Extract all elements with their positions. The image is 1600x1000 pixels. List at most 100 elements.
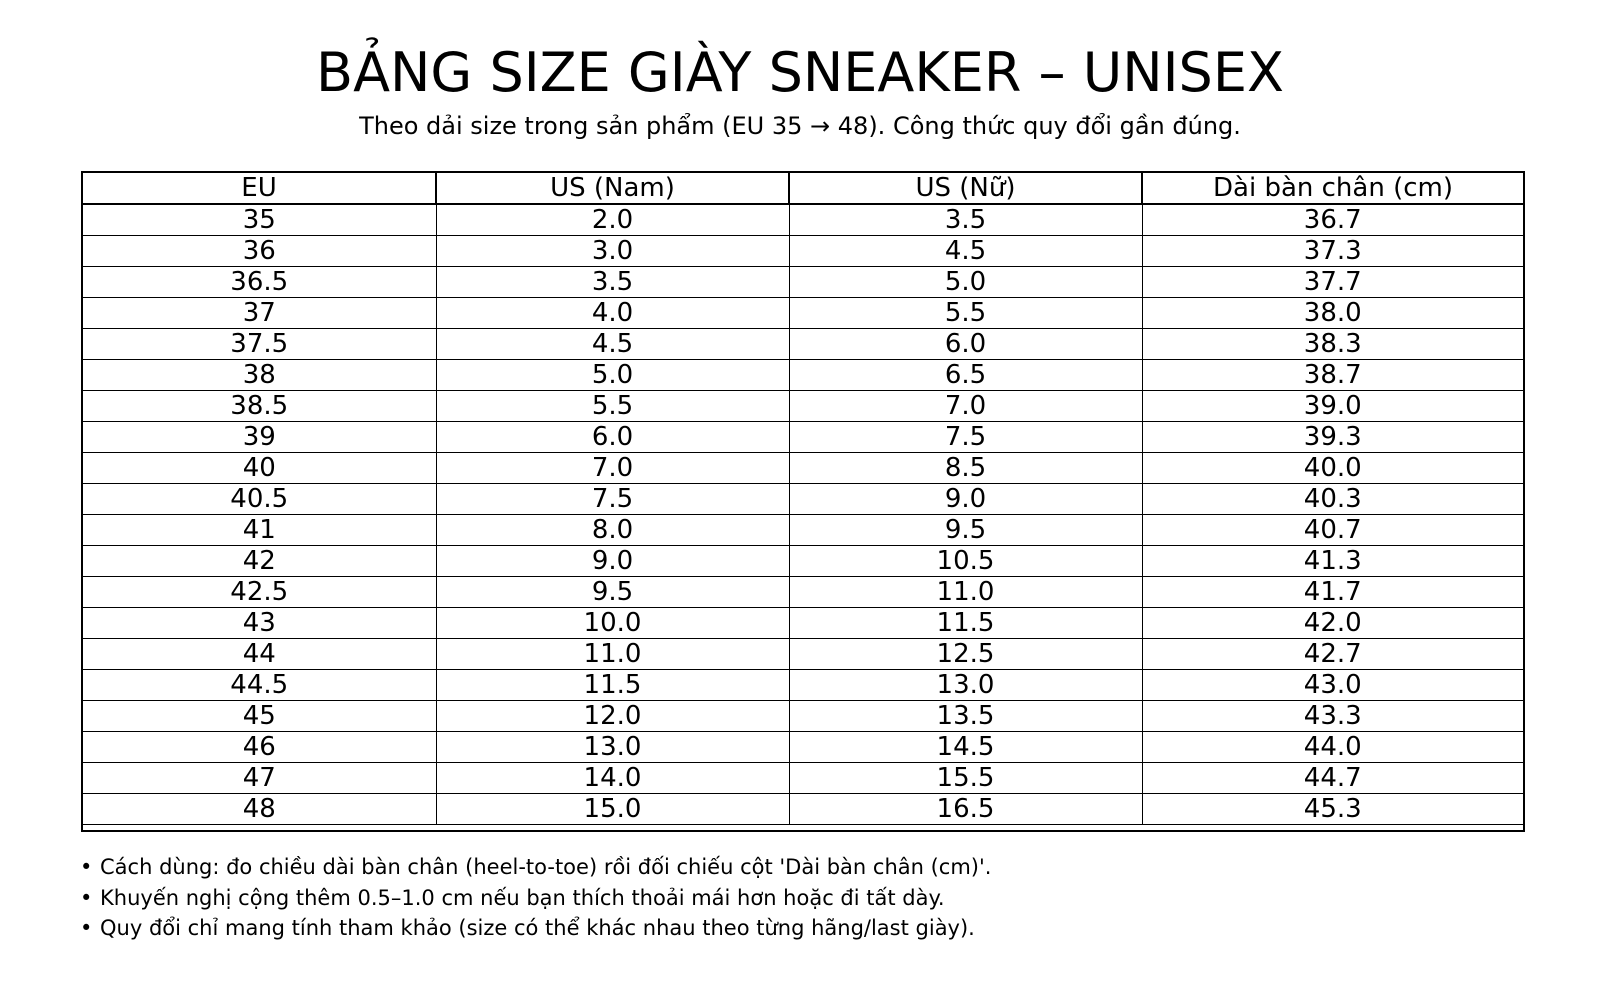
cell-eu: 42 <box>83 545 436 577</box>
cell-eu: 44.5 <box>83 669 436 701</box>
table-row: 37 4.0 5.5 38.0 <box>83 297 1523 329</box>
cell-foot-length: 36.7 <box>1141 204 1523 236</box>
table-row: 35 2.0 3.5 36.7 <box>83 204 1523 236</box>
cell-us-women: 6.5 <box>788 359 1142 391</box>
cell-us-women: 7.0 <box>788 390 1142 422</box>
cell-us-women: 15.5 <box>788 762 1142 794</box>
cell-us-men: 15.0 <box>435 793 789 825</box>
cell-foot-length: 42.7 <box>1141 638 1523 670</box>
cell-eu: 38.5 <box>83 390 436 422</box>
cell-eu: 41 <box>83 514 436 546</box>
cell-us-men: 5.5 <box>435 390 789 422</box>
note-item: • Cách dùng: đo chiều dài bàn chân (heel-… <box>80 852 1560 883</box>
note-text: Khuyến nghị cộng thêm 0.5–1.0 cm nếu bạn… <box>100 885 945 910</box>
column-header-us-men: US (Nam) <box>435 173 789 205</box>
cell-us-men: 9.0 <box>435 545 789 577</box>
size-table: EU US (Nam) US (Nữ) Dài bàn chân (cm) 35… <box>83 173 1523 825</box>
table-row: 45 12.0 13.5 43.3 <box>83 700 1523 732</box>
cell-us-men: 2.0 <box>435 204 789 236</box>
cell-us-men: 11.5 <box>435 669 789 701</box>
cell-eu: 35 <box>83 204 436 236</box>
cell-us-women: 5.5 <box>788 297 1142 329</box>
table-row: 41 8.0 9.5 40.7 <box>83 514 1523 546</box>
cell-foot-length: 40.3 <box>1141 483 1523 515</box>
cell-eu: 40 <box>83 452 436 484</box>
cell-foot-length: 38.7 <box>1141 359 1523 391</box>
table-row: 44 11.0 12.5 42.7 <box>83 638 1523 670</box>
table-row: 36 3.0 4.5 37.3 <box>83 235 1523 267</box>
cell-eu: 40.5 <box>83 483 436 515</box>
column-header-eu: EU <box>83 173 436 205</box>
cell-us-women: 13.0 <box>788 669 1142 701</box>
bullet-icon: • <box>80 855 93 879</box>
page-subtitle: Theo dải size trong sản phẩm (EU 35 → 48… <box>359 112 1241 140</box>
cell-foot-length: 41.3 <box>1141 545 1523 577</box>
cell-us-women: 4.5 <box>788 235 1142 267</box>
table-row: 40 7.0 8.5 40.0 <box>83 452 1523 484</box>
cell-us-women: 3.5 <box>788 204 1142 236</box>
size-table-frame: EU US (Nam) US (Nữ) Dài bàn chân (cm) 35… <box>81 171 1525 832</box>
cell-us-men: 9.5 <box>435 576 789 608</box>
cell-eu: 37 <box>83 297 436 329</box>
cell-us-men: 3.5 <box>435 266 789 298</box>
cell-us-women: 14.5 <box>788 731 1142 763</box>
cell-eu: 39 <box>83 421 436 453</box>
cell-us-men: 4.5 <box>435 328 789 360</box>
cell-eu: 43 <box>83 607 436 639</box>
cell-us-men: 12.0 <box>435 700 789 732</box>
cell-us-men: 10.0 <box>435 607 789 639</box>
cell-us-women: 9.0 <box>788 483 1142 515</box>
cell-foot-length: 43.3 <box>1141 700 1523 732</box>
cell-us-men: 5.0 <box>435 359 789 391</box>
note-item: • Khuyến nghị cộng thêm 0.5–1.0 cm nếu bạ… <box>80 883 1560 914</box>
cell-foot-length: 37.7 <box>1141 266 1523 298</box>
table-row: 37.5 4.5 6.0 38.3 <box>83 328 1523 360</box>
cell-us-men: 3.0 <box>435 235 789 267</box>
cell-eu: 42.5 <box>83 576 436 608</box>
table-row: 43 10.0 11.5 42.0 <box>83 607 1523 639</box>
note-item: • Quy đổi chỉ mang tính tham khảo (size c… <box>80 913 1560 944</box>
cell-us-men: 7.0 <box>435 452 789 484</box>
cell-foot-length: 44.0 <box>1141 731 1523 763</box>
table-row: 38.5 5.5 7.0 39.0 <box>83 390 1523 422</box>
cell-eu: 37.5 <box>83 328 436 360</box>
table-row: 42.5 9.5 11.0 41.7 <box>83 576 1523 608</box>
cell-foot-length: 44.7 <box>1141 762 1523 794</box>
table-row: 39 6.0 7.5 39.3 <box>83 421 1523 453</box>
table-row: 42 9.0 10.5 41.3 <box>83 545 1523 577</box>
cell-us-men: 4.0 <box>435 297 789 329</box>
cell-us-women: 8.5 <box>788 452 1142 484</box>
cell-us-men: 8.0 <box>435 514 789 546</box>
table-row: 47 14.0 15.5 44.7 <box>83 762 1523 794</box>
cell-foot-length: 42.0 <box>1141 607 1523 639</box>
cell-us-men: 11.0 <box>435 638 789 670</box>
cell-eu: 46 <box>83 731 436 763</box>
bullet-icon: • <box>80 916 93 940</box>
cell-us-men: 13.0 <box>435 731 789 763</box>
cell-eu: 36 <box>83 235 436 267</box>
table-row: 36.5 3.5 5.0 37.7 <box>83 266 1523 298</box>
cell-foot-length: 39.0 <box>1141 390 1523 422</box>
table-header-row: EU US (Nam) US (Nữ) Dài bàn chân (cm) <box>83 173 1523 205</box>
cell-us-men: 14.0 <box>435 762 789 794</box>
cell-foot-length: 40.7 <box>1141 514 1523 546</box>
cell-eu: 48 <box>83 793 436 825</box>
cell-eu: 44 <box>83 638 436 670</box>
cell-us-women: 16.5 <box>788 793 1142 825</box>
cell-eu: 38 <box>83 359 436 391</box>
cell-eu: 47 <box>83 762 436 794</box>
note-text: Quy đổi chỉ mang tính tham khảo (size có… <box>100 916 975 940</box>
table-row: 40.5 7.5 9.0 40.3 <box>83 483 1523 515</box>
column-header-us-women: US (Nữ) <box>788 173 1142 205</box>
table-body: 35 2.0 3.5 36.7 36 3.0 4.5 37.3 36.5 3.5 5.0 37.7 37… <box>83 204 1523 825</box>
usage-notes: • Cách dùng: đo chiều dài bàn chân (heel-… <box>80 852 1560 944</box>
cell-us-women: 11.5 <box>788 607 1142 639</box>
cell-us-women: 9.5 <box>788 514 1142 546</box>
bullet-icon: • <box>80 885 93 910</box>
cell-us-men: 6.0 <box>435 421 789 453</box>
cell-us-women: 12.5 <box>788 638 1142 670</box>
cell-us-women: 10.5 <box>788 545 1142 577</box>
cell-foot-length: 38.3 <box>1141 328 1523 360</box>
cell-foot-length: 37.3 <box>1141 235 1523 267</box>
cell-foot-length: 43.0 <box>1141 669 1523 701</box>
